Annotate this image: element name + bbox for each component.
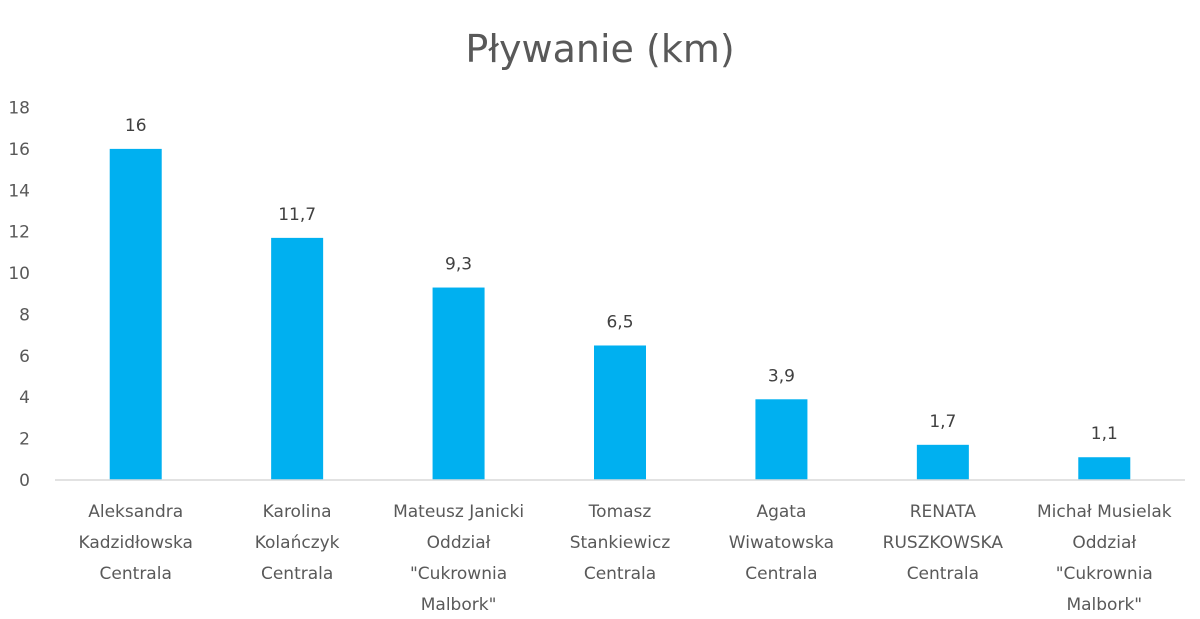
bar-data-label: 11,7 <box>278 205 316 225</box>
bar <box>271 237 324 480</box>
bars-group <box>109 148 1131 480</box>
bar <box>432 287 485 480</box>
x-category-label-line: Karolina <box>263 502 332 522</box>
y-tick-label: 4 <box>19 388 30 408</box>
bar-data-label: 9,3 <box>445 255 472 275</box>
x-category-label: Aleksandra Kadzidłowska Centrala <box>78 502 192 584</box>
x-category-label-line: Centrala <box>261 564 333 584</box>
y-axis: 0 2 4 6 8 10 12 14 16 18 <box>8 99 30 492</box>
x-category-label-line: Agata <box>756 502 806 522</box>
bar-data-label: 1,1 <box>1091 424 1118 444</box>
x-axis: Aleksandra Kadzidłowska Centrala Karolina Ko… <box>78 502 1171 615</box>
x-category-label: Karolina Kolańczyk Centrala <box>255 502 340 584</box>
y-tick-label: 10 <box>8 264 30 284</box>
x-category-label-line: Malbork" <box>1066 595 1142 615</box>
bar <box>594 345 646 480</box>
bar-data-label: 6,5 <box>606 312 633 332</box>
x-category-label-line: Aleksandra <box>88 502 183 522</box>
x-category-label-line: RENATA <box>910 502 977 522</box>
x-category-label: RENATA RUSZKOWSKA Centrala <box>883 502 1004 584</box>
x-category-label-line: Oddział <box>427 533 491 553</box>
x-category-label-line: Michał Musielak <box>1037 502 1172 522</box>
x-category-label-line: Stankiewicz <box>570 533 671 553</box>
bar <box>755 399 808 480</box>
y-tick-label: 14 <box>8 181 30 201</box>
y-tick-label: 18 <box>8 99 30 119</box>
x-category-label-line: Centrala <box>907 564 979 584</box>
x-category-label-line: Oddział <box>1072 533 1136 553</box>
y-tick-label: 12 <box>8 223 30 243</box>
y-tick-label: 2 <box>19 430 30 450</box>
x-category-label: Mateusz Janicki Oddział "Cukrownia Malbork" <box>393 502 524 615</box>
y-tick-label: 16 <box>8 140 30 160</box>
bar <box>916 444 969 480</box>
x-category-label-line: Wiwatowska <box>729 533 834 553</box>
y-tick-label: 0 <box>19 471 30 491</box>
bar <box>109 148 162 480</box>
x-category-label-line: Kolańczyk <box>255 533 340 553</box>
bar <box>1078 457 1131 480</box>
x-category-label-line: RUSZKOWSKA <box>883 533 1004 553</box>
x-category-label-line: Malbork" <box>421 595 497 615</box>
x-category-label: Michał Musielak Oddział "Cukrownia Malbork" <box>1037 502 1172 615</box>
x-category-label-line: "Cukrownia <box>1056 564 1153 584</box>
x-category-label-line: Kadzidłowska <box>78 533 192 553</box>
bar-data-label: 1,7 <box>929 412 956 432</box>
x-category-label-line: Centrala <box>100 564 172 584</box>
y-tick-label: 8 <box>19 305 30 325</box>
x-category-label: Tomasz Stankiewicz Centrala <box>570 502 671 584</box>
x-category-label-line: Centrala <box>584 564 656 584</box>
x-category-label-line: "Cukrownia <box>410 564 507 584</box>
x-category-label-line: Centrala <box>745 564 817 584</box>
chart-title: Pływanie (km) <box>465 27 734 71</box>
bar-data-label: 16 <box>125 116 147 136</box>
x-category-label: Agata Wiwatowska Centrala <box>729 502 834 584</box>
x-category-label-line: Mateusz Janicki <box>393 502 524 522</box>
bar-data-label: 3,9 <box>768 366 795 386</box>
data-labels-group: 16 11,7 9,3 6,5 3,9 1,7 1,1 <box>125 116 1118 444</box>
x-category-label-line: Tomasz <box>588 502 652 522</box>
y-tick-label: 6 <box>19 347 30 367</box>
